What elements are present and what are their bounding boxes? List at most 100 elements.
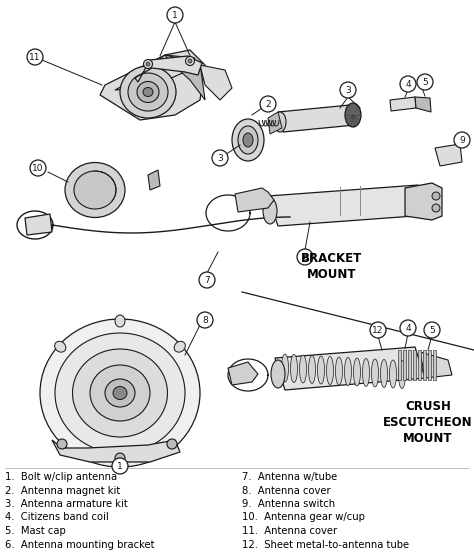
Bar xyxy=(403,350,406,380)
Circle shape xyxy=(144,60,153,69)
Text: 3: 3 xyxy=(217,154,223,163)
Circle shape xyxy=(167,7,183,23)
Circle shape xyxy=(370,322,386,338)
Polygon shape xyxy=(115,55,195,90)
Ellipse shape xyxy=(143,88,153,97)
Polygon shape xyxy=(268,185,428,226)
Polygon shape xyxy=(135,56,202,82)
Text: 6: 6 xyxy=(302,253,308,262)
Ellipse shape xyxy=(113,387,127,400)
Text: 7.  Antenna w/tube: 7. Antenna w/tube xyxy=(242,472,337,482)
Text: 5.  Mast cap: 5. Mast cap xyxy=(5,526,66,536)
Bar xyxy=(423,350,426,380)
Ellipse shape xyxy=(174,341,185,352)
Text: 5: 5 xyxy=(422,78,428,87)
Text: 5: 5 xyxy=(429,326,435,335)
Ellipse shape xyxy=(372,359,379,387)
Polygon shape xyxy=(268,112,282,134)
Text: 8.  Antenna cover: 8. Antenna cover xyxy=(242,485,331,496)
Ellipse shape xyxy=(40,319,200,467)
Ellipse shape xyxy=(232,119,264,161)
Ellipse shape xyxy=(274,112,286,132)
Polygon shape xyxy=(165,55,205,100)
Ellipse shape xyxy=(291,354,298,382)
Ellipse shape xyxy=(90,365,150,421)
Bar xyxy=(413,350,416,380)
Circle shape xyxy=(400,320,416,336)
Text: 2.  Antenna magnet kit: 2. Antenna magnet kit xyxy=(5,485,120,496)
Polygon shape xyxy=(25,214,52,235)
Ellipse shape xyxy=(309,355,316,383)
Polygon shape xyxy=(435,144,462,166)
Ellipse shape xyxy=(318,356,325,384)
Text: 6.  Antenna mounting bracket: 6. Antenna mounting bracket xyxy=(5,540,155,550)
Text: 1: 1 xyxy=(172,11,178,20)
Ellipse shape xyxy=(345,103,361,127)
Ellipse shape xyxy=(390,360,396,388)
Ellipse shape xyxy=(327,357,334,384)
Text: 8: 8 xyxy=(202,316,208,325)
Circle shape xyxy=(400,76,416,92)
Circle shape xyxy=(432,204,440,212)
Ellipse shape xyxy=(55,333,185,453)
Circle shape xyxy=(27,49,43,65)
Ellipse shape xyxy=(300,355,307,383)
Circle shape xyxy=(212,150,228,166)
Text: 7: 7 xyxy=(204,276,210,285)
Circle shape xyxy=(454,132,470,148)
Ellipse shape xyxy=(238,126,258,154)
Text: 3: 3 xyxy=(345,86,351,95)
Circle shape xyxy=(188,59,192,63)
Bar xyxy=(408,350,411,380)
Circle shape xyxy=(115,453,125,463)
Polygon shape xyxy=(200,65,232,100)
Ellipse shape xyxy=(271,360,285,388)
Polygon shape xyxy=(235,188,274,212)
Bar xyxy=(398,350,401,380)
Circle shape xyxy=(185,56,194,65)
Polygon shape xyxy=(390,97,416,111)
Polygon shape xyxy=(228,362,258,385)
Text: 1: 1 xyxy=(117,462,123,471)
Text: 12: 12 xyxy=(372,326,383,335)
Text: BRACKET
MOUNT: BRACKET MOUNT xyxy=(301,252,363,281)
Circle shape xyxy=(30,160,46,176)
Circle shape xyxy=(197,312,213,328)
Ellipse shape xyxy=(137,81,159,103)
Ellipse shape xyxy=(120,66,176,118)
Text: 4: 4 xyxy=(405,324,411,333)
Text: 4: 4 xyxy=(405,80,411,89)
Ellipse shape xyxy=(381,359,388,387)
Ellipse shape xyxy=(128,73,168,111)
Polygon shape xyxy=(420,352,452,378)
Text: 12.  Sheet metal-to-antenna tube: 12. Sheet metal-to-antenna tube xyxy=(242,540,409,550)
Text: 9.  Antenna switch: 9. Antenna switch xyxy=(242,499,335,509)
Circle shape xyxy=(57,439,67,449)
Circle shape xyxy=(417,74,433,90)
Polygon shape xyxy=(278,105,355,132)
Polygon shape xyxy=(52,440,180,462)
Ellipse shape xyxy=(282,354,289,382)
Ellipse shape xyxy=(399,360,405,388)
Text: 11: 11 xyxy=(29,53,41,62)
Ellipse shape xyxy=(354,358,361,386)
Ellipse shape xyxy=(74,171,116,209)
Ellipse shape xyxy=(55,341,66,352)
Circle shape xyxy=(432,192,440,200)
Circle shape xyxy=(260,96,276,112)
Polygon shape xyxy=(100,50,205,120)
Circle shape xyxy=(146,62,150,66)
Text: 3.  Antenna armature kit: 3. Antenna armature kit xyxy=(5,499,128,509)
Text: 2: 2 xyxy=(265,100,271,109)
Text: 10: 10 xyxy=(32,164,44,173)
Ellipse shape xyxy=(417,185,435,215)
Text: 10.  Antenna gear w/cup: 10. Antenna gear w/cup xyxy=(242,512,365,522)
Ellipse shape xyxy=(105,379,135,407)
Circle shape xyxy=(297,249,313,265)
Bar xyxy=(418,350,421,380)
Polygon shape xyxy=(415,97,431,112)
Text: 11.  Antenna cover: 11. Antenna cover xyxy=(242,526,337,536)
Bar xyxy=(428,350,431,380)
Ellipse shape xyxy=(263,198,277,224)
Polygon shape xyxy=(405,183,442,220)
